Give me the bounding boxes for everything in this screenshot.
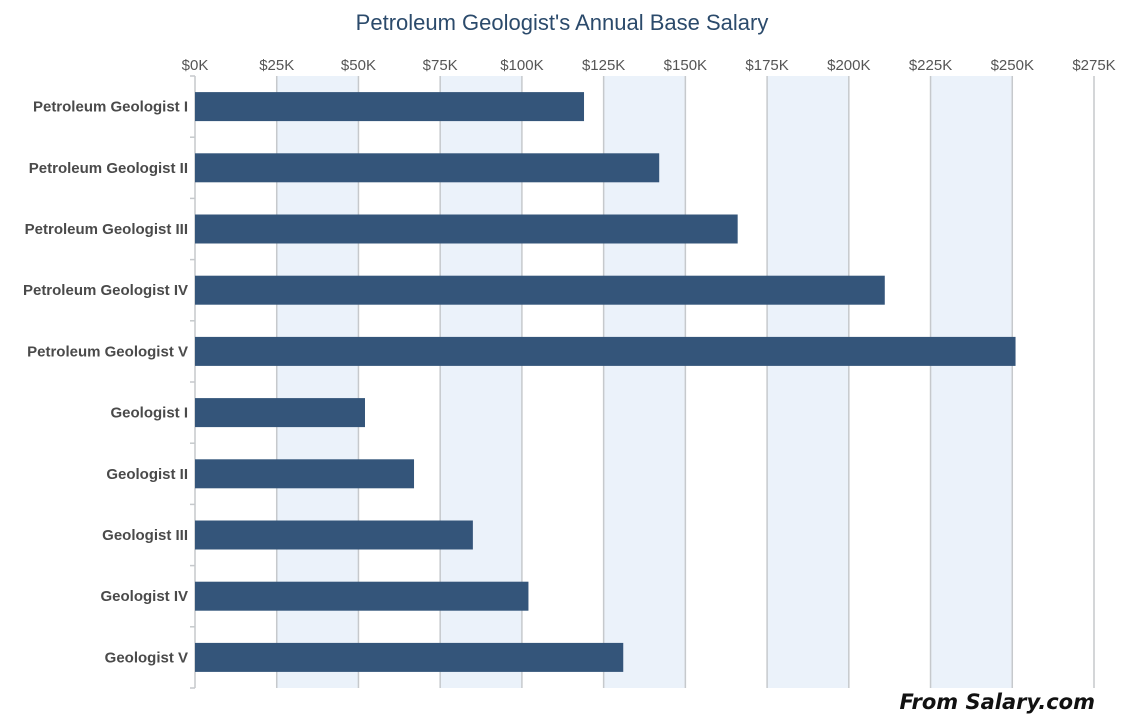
bar-series [195,92,1016,672]
x-tick-label: $25K [259,57,294,74]
x-tick-label: $75K [423,57,458,74]
category-label: Petroleum Geologist III [25,221,188,238]
bar [195,336,1016,366]
category-label: Geologist IV [100,588,188,605]
x-tick-label: $0K [182,57,209,74]
bar [195,520,473,550]
x-tick-label: $125K [582,57,625,74]
plot-band [930,76,1013,688]
category-label: Petroleum Geologist V [27,343,188,360]
x-axis-ticks: $0K $25K $50K $75K $100K $125K $150K $175K $200K… [182,57,1116,74]
category-label: Geologist II [106,466,188,483]
bar [195,398,365,428]
category-label: Geologist I [110,405,188,422]
y-axis [190,75,196,689]
chart-title: Petroleum Geologist's Annual Base Salary [356,10,769,35]
bar [195,581,529,611]
plot-band [767,76,849,688]
bar [195,642,624,672]
bar [195,459,415,489]
bar [195,214,738,244]
category-label: Petroleum Geologist IV [23,282,188,299]
x-tick-label: $175K [745,57,788,74]
x-tick-label: $250K [991,57,1034,74]
y-axis-category-labels: Petroleum Geologist I Petroleum Geologist… [23,99,188,667]
bar [195,92,585,122]
x-tick-label: $50K [341,57,376,74]
category-label: Geologist III [102,527,188,544]
x-tick-label: $150K [664,57,707,74]
bar [195,275,885,305]
bar [195,153,660,183]
x-tick-label: $225K [909,57,952,74]
category-label: Geologist V [105,649,188,666]
x-tick-label: $100K [500,57,543,74]
source-credit: From Salary.com [899,690,1095,714]
category-label: Petroleum Geologist I [33,99,188,116]
category-label: Petroleum Geologist II [29,160,188,177]
x-tick-label: $200K [827,57,870,74]
x-tick-label: $275K [1072,57,1115,74]
